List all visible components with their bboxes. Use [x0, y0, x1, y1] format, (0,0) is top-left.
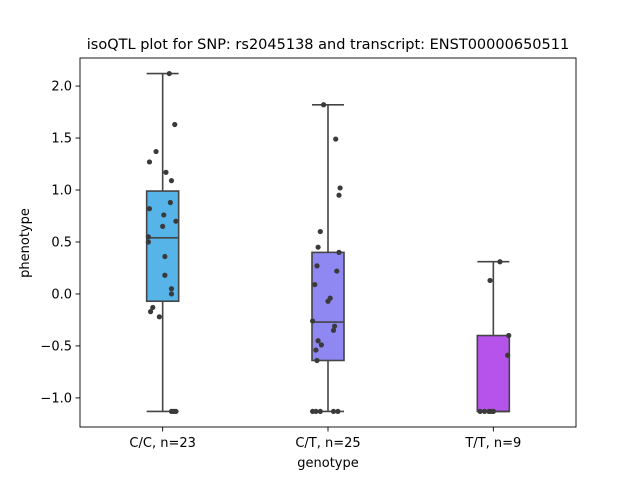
y-axis-label: phenotype	[18, 208, 33, 278]
iqr-box	[476, 334, 511, 413]
data-point	[168, 286, 175, 292]
data-point	[163, 169, 169, 175]
data-point	[335, 408, 341, 415]
data-point	[160, 223, 166, 229]
data-point	[167, 199, 173, 206]
data-points	[145, 70, 512, 415]
axes: 2.0 1.5 1.0 0.5 0.0 −0.5 −1.0 C/C, n=23 C/T, n=2…	[40, 80, 521, 451]
data-point	[337, 185, 343, 191]
data-point	[330, 327, 337, 333]
data-point	[333, 136, 339, 142]
data-point	[481, 408, 488, 415]
iqr-box	[311, 251, 345, 362]
data-point	[332, 323, 338, 329]
y-tick-label: −1.0	[40, 391, 72, 406]
x-axis-label: genotype	[297, 456, 358, 471]
x-tick-label: T/T, n=9	[464, 436, 521, 451]
data-point	[172, 121, 178, 128]
data-point	[315, 338, 321, 344]
y-tick-label: 0.5	[51, 235, 72, 250]
data-point	[318, 342, 324, 348]
data-point	[314, 357, 320, 364]
data-point	[173, 218, 179, 224]
data-point	[497, 259, 503, 265]
data-point	[334, 268, 340, 274]
data-point	[145, 234, 151, 240]
data-point	[330, 408, 337, 415]
data-point	[162, 272, 168, 278]
data-point	[312, 281, 318, 288]
box-group	[311, 103, 345, 413]
data-point	[506, 332, 512, 339]
data-point	[161, 212, 167, 218]
data-point	[314, 263, 320, 269]
y-tick-label: 0.0	[51, 287, 72, 302]
data-point	[156, 314, 162, 320]
y-tick-label: 1.0	[51, 184, 72, 199]
x-tick-label: C/T, n=25	[295, 436, 360, 451]
data-point	[317, 408, 323, 415]
data-point	[153, 148, 159, 155]
data-point	[150, 304, 156, 311]
y-tick-label: −0.5	[40, 339, 72, 354]
data-point	[317, 228, 323, 235]
data-point	[487, 277, 493, 284]
data-point	[315, 244, 321, 250]
data-point	[313, 347, 319, 353]
data-point	[321, 102, 327, 108]
data-point	[336, 249, 342, 255]
data-point	[325, 298, 331, 304]
data-point	[166, 70, 172, 77]
data-point	[173, 408, 179, 415]
data-point	[145, 239, 151, 245]
data-point	[147, 309, 154, 315]
data-point	[310, 318, 316, 324]
x-tick-label: C/C, n=23	[129, 436, 195, 451]
data-point	[490, 408, 496, 415]
iqr-box	[145, 190, 180, 303]
data-point	[505, 352, 511, 358]
y-tick-label: 1.5	[51, 132, 72, 147]
data-point	[162, 253, 168, 260]
data-point	[168, 291, 175, 297]
data-point	[313, 408, 319, 415]
box-group	[145, 72, 180, 413]
data-point	[146, 159, 153, 165]
data-point	[336, 192, 342, 198]
box-group	[476, 260, 511, 413]
data-point	[168, 178, 175, 184]
data-point	[146, 206, 153, 212]
plot-area	[145, 70, 512, 415]
y-tick-label: 2.0	[51, 80, 72, 95]
chart-title: isoQTL plot for SNP: rs2045138 and trans…	[87, 37, 569, 53]
data-point	[477, 408, 483, 415]
